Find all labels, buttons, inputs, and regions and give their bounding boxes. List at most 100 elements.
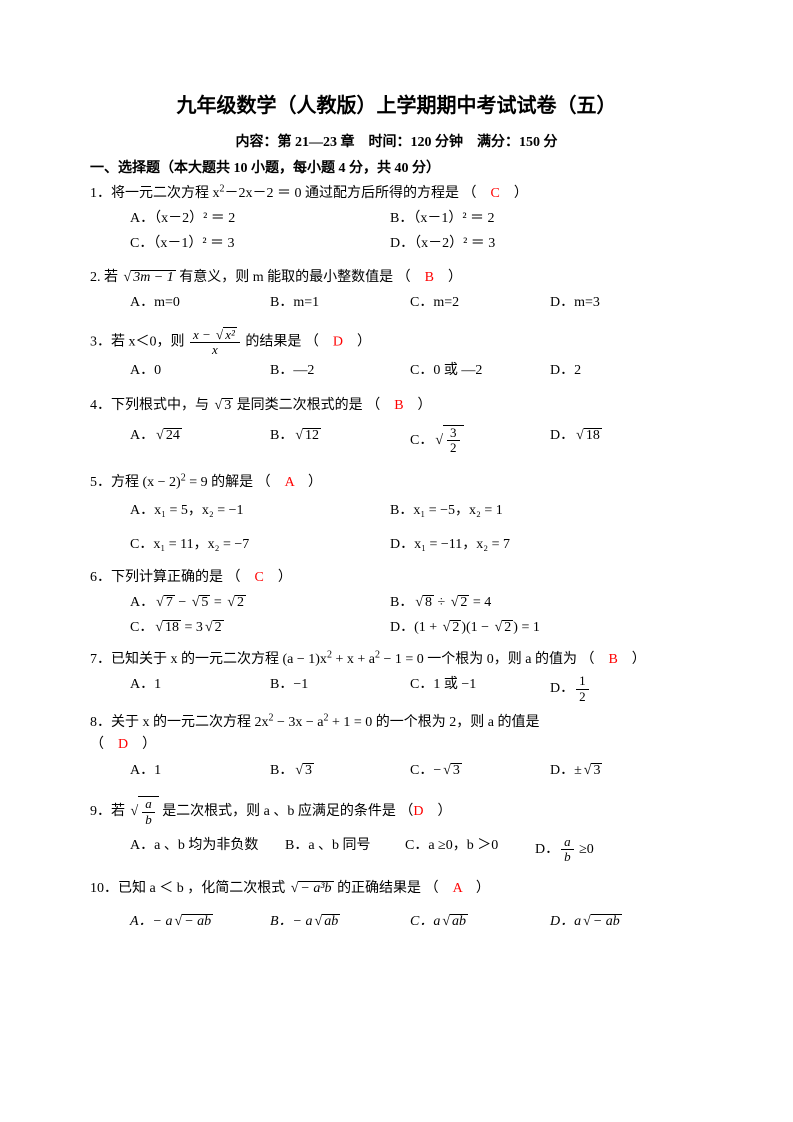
q10-text-a: 10．已知 a ＜ b ，化简二次根式: [90, 881, 285, 896]
q10-b-pre: B．− a: [270, 914, 313, 929]
q10-options: A．− a− ab B．− a ab C．a ab D．a− ab: [90, 911, 703, 935]
q7-opt-a: A．1: [130, 674, 270, 706]
q6-opt-c: C．18 = 32: [130, 617, 390, 641]
q10-opt-c: C．a ab: [410, 911, 550, 935]
q9-opt-a: A．a 、b 均为非负数: [130, 835, 285, 867]
q1-text-b: －2x－2 ＝ 0 通过配方后所得的方程是: [225, 186, 460, 201]
q4-c-den: 2: [447, 441, 460, 455]
q1-text-a: 1．将一元二次方程 x: [90, 186, 220, 201]
q6-c-r1: 18: [163, 620, 181, 635]
q3-text-b: 的结果是: [245, 334, 301, 349]
q4-opt-b: B．12: [270, 425, 410, 458]
q6-b-eq: = 4: [469, 595, 491, 610]
q9-d-num: a: [561, 835, 574, 850]
q6-opt-a: A．7 − 5 = 2: [130, 592, 390, 616]
q2-stem: 2. 若 3m − 1 有意义，则 m 能取的最小整数值是 （ B ）: [90, 267, 703, 289]
q6-b-r2: 2: [458, 595, 469, 610]
q8-c-pre: C．−: [410, 763, 441, 778]
q5-opt-a: A．x₁ = 5，x₂ = −1: [130, 500, 390, 524]
q8-d-rad: 3: [591, 763, 602, 778]
q1-answer: C: [491, 186, 500, 201]
q2-text-b: 有意义，则 m 能取的最小整数值是: [179, 270, 393, 285]
sqrt-icon: 3m − 1: [122, 267, 176, 289]
q6-text: 6．下列计算正确的是: [90, 570, 223, 585]
sqrt-icon: − ab: [581, 911, 622, 933]
q3-opt-b: B．—2: [270, 360, 410, 384]
fraction-icon: 12: [574, 674, 591, 704]
q7-opt-d: D．12: [550, 674, 690, 706]
q3-stem: 3．若 x＜0，则 x − x² x 的结果是 （ D ）: [90, 327, 703, 358]
question-2: 2. 若 3m − 1 有意义，则 m 能取的最小整数值是 （ B ） A．m=…: [90, 267, 703, 317]
q10-a-rad: − ab: [182, 914, 213, 929]
exam-page: 九年级数学（人教版）上学期期中考试试卷（五） 内容：第 21—23 章 时间：1…: [0, 0, 793, 1122]
q6-b-mid: ÷: [434, 595, 449, 610]
q1-options: A．（x－2）² ＝ 2 B．（x－1）² ＝ 2 C．（x－1）² ＝ 3 D…: [90, 208, 703, 257]
q9-d-pre: D．: [535, 842, 559, 857]
q6-c-r2: 2: [213, 620, 224, 635]
sqrt-icon: 2: [493, 617, 514, 639]
q7-text-c: − 1 = 0 一个根为 0，则 a 的值为: [380, 652, 577, 667]
q7-opt-c: C．1 或 −1: [410, 674, 550, 706]
sqrt-icon: 2: [203, 617, 224, 639]
q9-options: A．a 、b 均为非负数 B．a 、b 同号 C．a ≥0，b ＞0 D．ab …: [90, 835, 703, 867]
q3-num-a: x −: [193, 327, 214, 342]
q2-radicand: 3m − 1: [131, 270, 176, 285]
q10-c-rad: ab: [450, 914, 468, 929]
q1-stem: 1．将一元二次方程 x2－2x－2 ＝ 0 通过配方后所得的方程是 （ C ）: [90, 183, 703, 205]
q7-stem: 7．已知关于 x 的一元二次方程 (a − 1)x2 + x + a2 − 1 …: [90, 649, 703, 671]
sqrt-icon: 8: [413, 592, 434, 614]
q7-text-a: 7．已知关于 x 的一元二次方程 (a − 1)x: [90, 652, 327, 667]
sqrt-icon: 3: [213, 395, 234, 417]
q6-a-eq: =: [210, 595, 225, 610]
q3-opt-a: A．0: [130, 360, 270, 384]
q4-opt-d: D． 18: [550, 425, 690, 458]
sqrt-icon: x²: [214, 327, 237, 342]
q7-d-den: 2: [576, 690, 589, 704]
fraction-icon: ab: [559, 835, 576, 865]
sqrt-icon: 5: [190, 592, 211, 614]
q6-opt-d: D．(1 + 2)(1 − 2) = 1: [390, 617, 650, 641]
q4-b-pre: B．: [270, 428, 293, 443]
q4-text-b: 是同类二次根式的是: [237, 398, 363, 413]
sqrt-icon: ab: [440, 911, 468, 933]
q4-d-pre: D．: [550, 428, 574, 443]
q4-stem: 4．下列根式中，与 3 是同类二次根式的是 （ B ）: [90, 395, 703, 417]
q6-c-eq: = 3: [181, 620, 203, 635]
q5-text-a: 5．方程 (x − 2): [90, 475, 181, 490]
q2-opt-c: C．m=2: [410, 292, 550, 316]
sqrt-icon: 24: [154, 425, 182, 447]
q5-opt-b: B．x₁ = −5，x₂ = 1: [390, 500, 650, 524]
question-4: 4．下列根式中，与 3 是同类二次根式的是 （ B ） A．24 B．12 C．…: [90, 395, 703, 458]
q7-options: A．1 B．−1 C．1 或 −1 D．12: [90, 674, 703, 706]
q9-text-b: 是二次根式，则 a 、b 应满足的条件是: [162, 804, 396, 819]
q6-d-r2: 2: [502, 620, 513, 635]
q10-opt-d: D．a− ab: [550, 911, 690, 935]
q8-text-c: + 1 = 0 的一个根为 2，则 a 的值是: [329, 715, 540, 730]
q4-text-a: 4．下列根式中，与: [90, 398, 209, 413]
q7-d-pre: D．: [550, 681, 574, 696]
q6-b-pre: B．: [390, 595, 413, 610]
q6-d-mid: )(1 −: [461, 620, 492, 635]
q10-stem: 10．已知 a ＜ b ，化简二次根式 − a³b 的正确结果是 （ A ）: [90, 878, 703, 900]
q4-d-rad: 18: [584, 428, 602, 443]
q6-a-r2: 5: [199, 595, 210, 610]
q10-c-pre: C．a: [410, 914, 440, 929]
q8-d-pre: D．±: [550, 763, 582, 778]
q4-opt-c: C．32: [410, 425, 550, 458]
q6-a-mid: −: [175, 595, 190, 610]
q9-text-a: 9．若: [90, 804, 125, 819]
q8-b-rad: 3: [303, 763, 314, 778]
q2-opt-a: A．m=0: [130, 292, 270, 316]
q3-options: A．0 B．—2 C．0 或 —2 D．2: [90, 360, 703, 384]
q10-opt-a: A．− a− ab: [130, 911, 270, 935]
q8-text-b: − 3x − a: [274, 715, 324, 730]
fraction-icon: ab: [140, 797, 157, 827]
q7-answer: B: [608, 652, 617, 667]
fraction-icon: x − x² x: [188, 327, 242, 358]
question-1: 1．将一元二次方程 x2－2x－2 ＝ 0 通过配方后所得的方程是 （ C ） …: [90, 183, 703, 257]
q10-answer: A: [453, 881, 462, 896]
q2-options: A．m=0 B．m=1 C．m=2 D．m=3: [90, 292, 703, 316]
q8-opt-d: D．± 3: [550, 760, 690, 784]
sqrt-icon: 2: [225, 592, 246, 614]
q8-opt-c: C．−3: [410, 760, 550, 784]
